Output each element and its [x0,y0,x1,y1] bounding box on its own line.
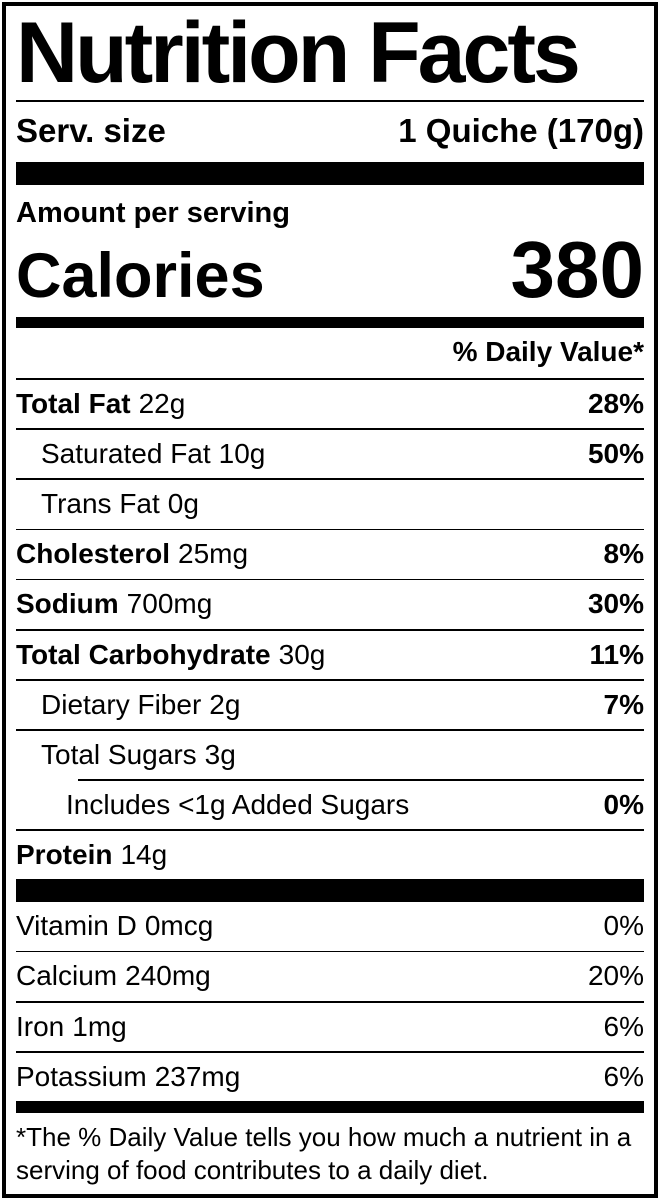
thick-separator-bar [16,162,644,185]
amount-per-serving-label: Amount per serving [16,196,290,229]
nutrient-amount: 14g [120,839,168,871]
vitamin-row: Iron 1mg 6% [16,1003,644,1051]
divider [16,678,644,681]
nutrient-amount: 25mg [178,538,249,570]
nutrient-amount: 2g [209,688,241,720]
divider [16,829,644,832]
daily-value-header: % Daily Value* [452,336,644,368]
divider [16,1050,644,1053]
vitamin-amount: 1mg [72,1010,127,1042]
vitamin-name: Vitamin D [16,910,137,942]
nutrient-name: Includes <1g Added Sugars [66,788,410,820]
divider-indented [78,779,644,781]
vitamin-amount: 240mg [125,960,211,992]
nutrient-daily-value: 11% [589,638,645,670]
serving-size-row: Serv. size 1 Quiche (170g) [16,102,644,162]
vitamin-daily-value: 0% [603,910,644,942]
divider [16,950,644,953]
medium-separator-bar [16,316,644,329]
nutrient-name: Trans Fat [41,488,160,520]
vitamin-name: Iron [16,1010,65,1042]
calories-row: Calories 380 [16,224,644,317]
nutrient-daily-value: 28% [587,387,644,419]
nutrient-row: Saturated Fat 10g 50% [16,430,644,478]
divider [16,378,644,380]
nutrient-name: Dietary Fiber [41,688,202,720]
nutrient-row: Cholesterol 25mg 8% [16,530,644,578]
divider [16,578,644,581]
nutrient-name: Total Carbohydrate [16,638,271,670]
thick-separator-bar [16,879,644,903]
daily-value-footnote: *The % Daily Value tells you how much a … [16,1121,632,1186]
vitamin-amount: 237mg [154,1060,241,1092]
nutrient-name: Protein [16,839,113,871]
vitamin-name: Calcium [16,960,118,992]
nutrient-daily-value: 30% [587,588,644,620]
vitamin-amount: 0mcg [144,910,214,942]
nutrient-daily-value: 8% [603,538,644,570]
nutrient-daily-value: 0% [603,788,644,820]
vitamin-daily-value: 6% [603,1060,644,1092]
nutrient-name: Sodium [16,588,119,620]
nutrient-name: Total Sugars [41,738,197,770]
nutrient-row: Dietary Fiber 2g 7% [16,681,644,729]
serving-size-value: 1 Quiche (170g) [398,111,644,149]
nutrient-amount: 700mg [126,588,213,620]
nutrient-amount: 0g [167,488,199,520]
nutrient-row: Protein 14g [16,831,644,879]
nutrient-row: Includes <1g Added Sugars 0% [16,781,644,829]
nutrient-name: Cholesterol [16,538,171,570]
nutrient-name: Saturated Fat [41,438,211,470]
nutrient-row: Total Fat 22g 28% [16,380,644,428]
nutrient-amount: 10g [218,438,266,470]
nutrient-row: Sodium 700mg 30% [16,580,644,628]
vitamin-row: Potassium 237mg 6% [16,1053,644,1101]
nutrient-row: Total Sugars 3g [16,731,644,779]
divider [16,1000,644,1003]
vitamin-row: Calcium 240mg 20% [16,952,644,1000]
serving-size-label: Serv. size [16,111,166,149]
divider [16,428,644,431]
nutrient-amount: 22g [138,387,186,419]
divider [16,628,644,631]
nutrient-daily-value: 7% [603,688,644,720]
label-title: Nutrition Facts [16,5,581,101]
nutrient-row: Total Carbohydrate 30g 11% [16,631,644,679]
vitamin-row: Vitamin D 0mcg 0% [16,902,644,950]
nutrient-row: Trans Fat 0g [16,480,644,528]
nutrient-amount: 30g [278,638,326,670]
calories-label: Calories [16,240,265,311]
vitamin-daily-value: 6% [603,1010,644,1042]
nutrient-daily-value: 50% [587,438,644,470]
medium-separator-bar [16,1101,644,1113]
divider [16,528,644,531]
divider [16,729,644,731]
calories-value: 380 [510,224,644,314]
vitamin-name: Potassium [16,1060,147,1092]
nutrient-name: Total Fat [16,387,131,419]
divider [16,478,644,481]
divider [16,100,644,102]
vitamin-daily-value: 20% [587,960,644,992]
nutrient-amount: 3g [204,738,236,770]
